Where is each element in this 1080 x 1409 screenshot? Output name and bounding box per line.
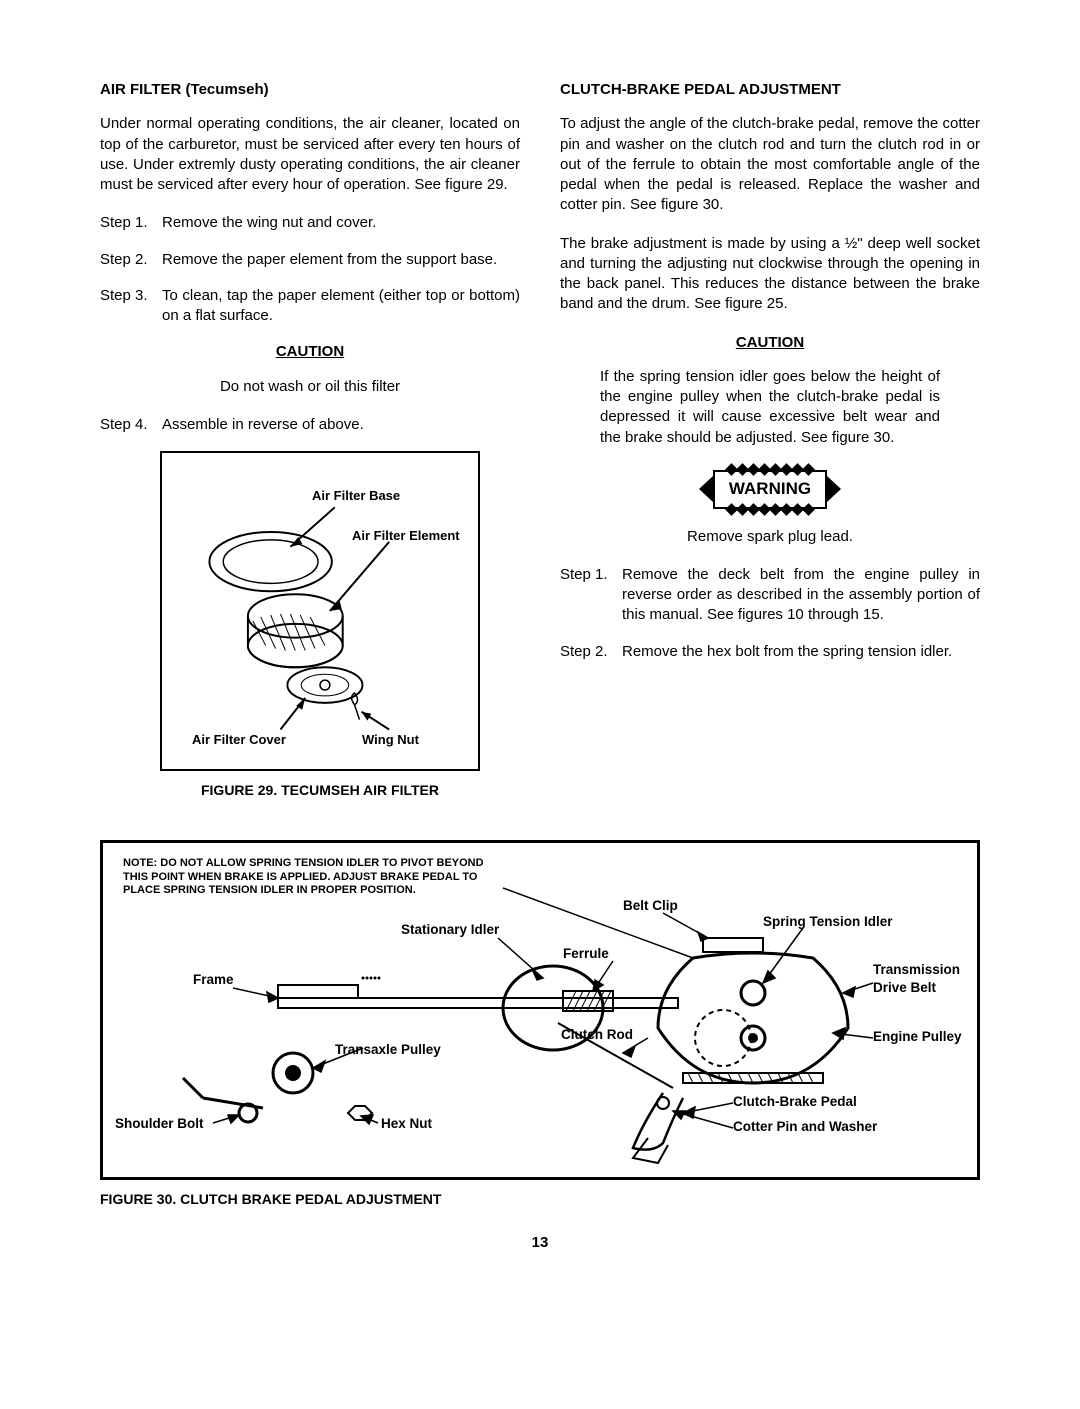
caution-heading-left: CAUTION — [100, 342, 520, 362]
label-air-filter-cover: Air Filter Cover — [192, 731, 286, 749]
right-step-1: Step 1. Remove the deck belt from the en… — [560, 565, 980, 626]
label-wing-nut: Wing Nut — [362, 731, 419, 749]
warning-subtext: Remove spark plug lead. — [560, 527, 980, 547]
warning-diamond-top-icon — [715, 465, 825, 474]
label-transmission-drive-belt: Transmission Drive Belt — [873, 961, 973, 997]
figure-29-caption: FIGURE 29. TECUMSEH AIR FILTER — [160, 781, 480, 800]
step-4-body: Assemble in reverse of above. — [162, 415, 520, 435]
label-hex-nut: Hex Nut — [381, 1115, 432, 1133]
step-1-label: Step 1. — [100, 213, 162, 233]
label-cotter-pin-washer: Cotter Pin and Washer — [733, 1118, 877, 1136]
label-air-filter-base: Air Filter Base — [312, 487, 400, 505]
warning-triangle-right-icon — [827, 476, 841, 502]
step-2: Step 2. Remove the paper element from th… — [100, 250, 520, 270]
label-engine-pulley: Engine Pulley — [873, 1028, 962, 1046]
right-step-2-label: Step 2. — [560, 642, 622, 662]
clutch-brake-p2: The brake adjustment is made by using a … — [560, 234, 980, 315]
right-step-1-label: Step 1. — [560, 565, 622, 626]
caution-heading-right: CAUTION — [560, 333, 980, 353]
label-air-filter-element: Air Filter Element — [352, 527, 460, 545]
label-spring-tension-idler: Spring Tension Idler — [763, 913, 893, 931]
step-2-body: Remove the paper element from the suppor… — [162, 250, 520, 270]
step-1-body: Remove the wing nut and cover. — [162, 213, 520, 233]
step-4-label: Step 4. — [100, 415, 162, 435]
caution-body-left: Do not wash or oil this filter — [100, 377, 520, 397]
air-filter-intro: Under normal operating conditions, the a… — [100, 114, 520, 195]
figure-30-note: NOTE: DO NOT ALLOW SPRING TENSION IDLER … — [123, 857, 503, 898]
warning-label: WARNING — [729, 479, 811, 498]
figure-30-caption: FIGURE 30. CLUTCH BRAKE PEDAL ADJUSTMENT — [100, 1190, 980, 1209]
page-number: 13 — [100, 1233, 980, 1253]
label-belt-clip: Belt Clip — [623, 897, 678, 915]
step-3-body: To clean, tap the paper element (either … — [162, 286, 520, 327]
step-3: Step 3. To clean, tap the paper element … — [100, 286, 520, 327]
clutch-brake-p1: To adjust the angle of the clutch-brake … — [560, 114, 980, 215]
two-column-layout: AIR FILTER (Tecumseh) Under normal opera… — [100, 80, 980, 800]
warning-triangle-left-icon — [699, 476, 713, 502]
figure-30: NOTE: DO NOT ALLOW SPRING TENSION IDLER … — [100, 840, 980, 1180]
step-1: Step 1. Remove the wing nut and cover. — [100, 213, 520, 233]
caution-body-right: If the spring tension idler goes below t… — [600, 367, 940, 448]
label-frame: Frame — [193, 971, 234, 989]
right-step-1-body: Remove the deck belt from the engine pul… — [622, 565, 980, 626]
air-filter-heading: AIR FILTER (Tecumseh) — [100, 80, 520, 100]
right-column: CLUTCH-BRAKE PEDAL ADJUSTMENT To adjust … — [560, 80, 980, 800]
figure-29: Air Filter Base Air Filter Element Air F… — [160, 451, 480, 771]
right-step-2-body: Remove the hex bolt from the spring tens… — [622, 642, 980, 662]
right-step-2: Step 2. Remove the hex bolt from the spr… — [560, 642, 980, 662]
label-stationary-idler: Stationary Idler — [401, 921, 499, 939]
label-ferrule: Ferrule — [563, 945, 609, 963]
label-transaxle-pulley: Transaxle Pulley — [335, 1041, 441, 1059]
left-column: AIR FILTER (Tecumseh) Under normal opera… — [100, 80, 520, 800]
warning-badge-wrap: WARNING — [560, 470, 980, 509]
clutch-brake-heading: CLUTCH-BRAKE PEDAL ADJUSTMENT — [560, 80, 980, 100]
step-4: Step 4. Assemble in reverse of above. — [100, 415, 520, 435]
warning-badge: WARNING — [713, 470, 827, 509]
step-2-label: Step 2. — [100, 250, 162, 270]
label-clutch-rod: Clutch Rod — [561, 1026, 633, 1044]
label-shoulder-bolt: Shoulder Bolt — [115, 1115, 204, 1133]
label-clutch-brake-pedal: Clutch-Brake Pedal — [733, 1093, 857, 1111]
step-3-label: Step 3. — [100, 286, 162, 327]
warning-diamond-bottom-icon — [715, 505, 825, 514]
